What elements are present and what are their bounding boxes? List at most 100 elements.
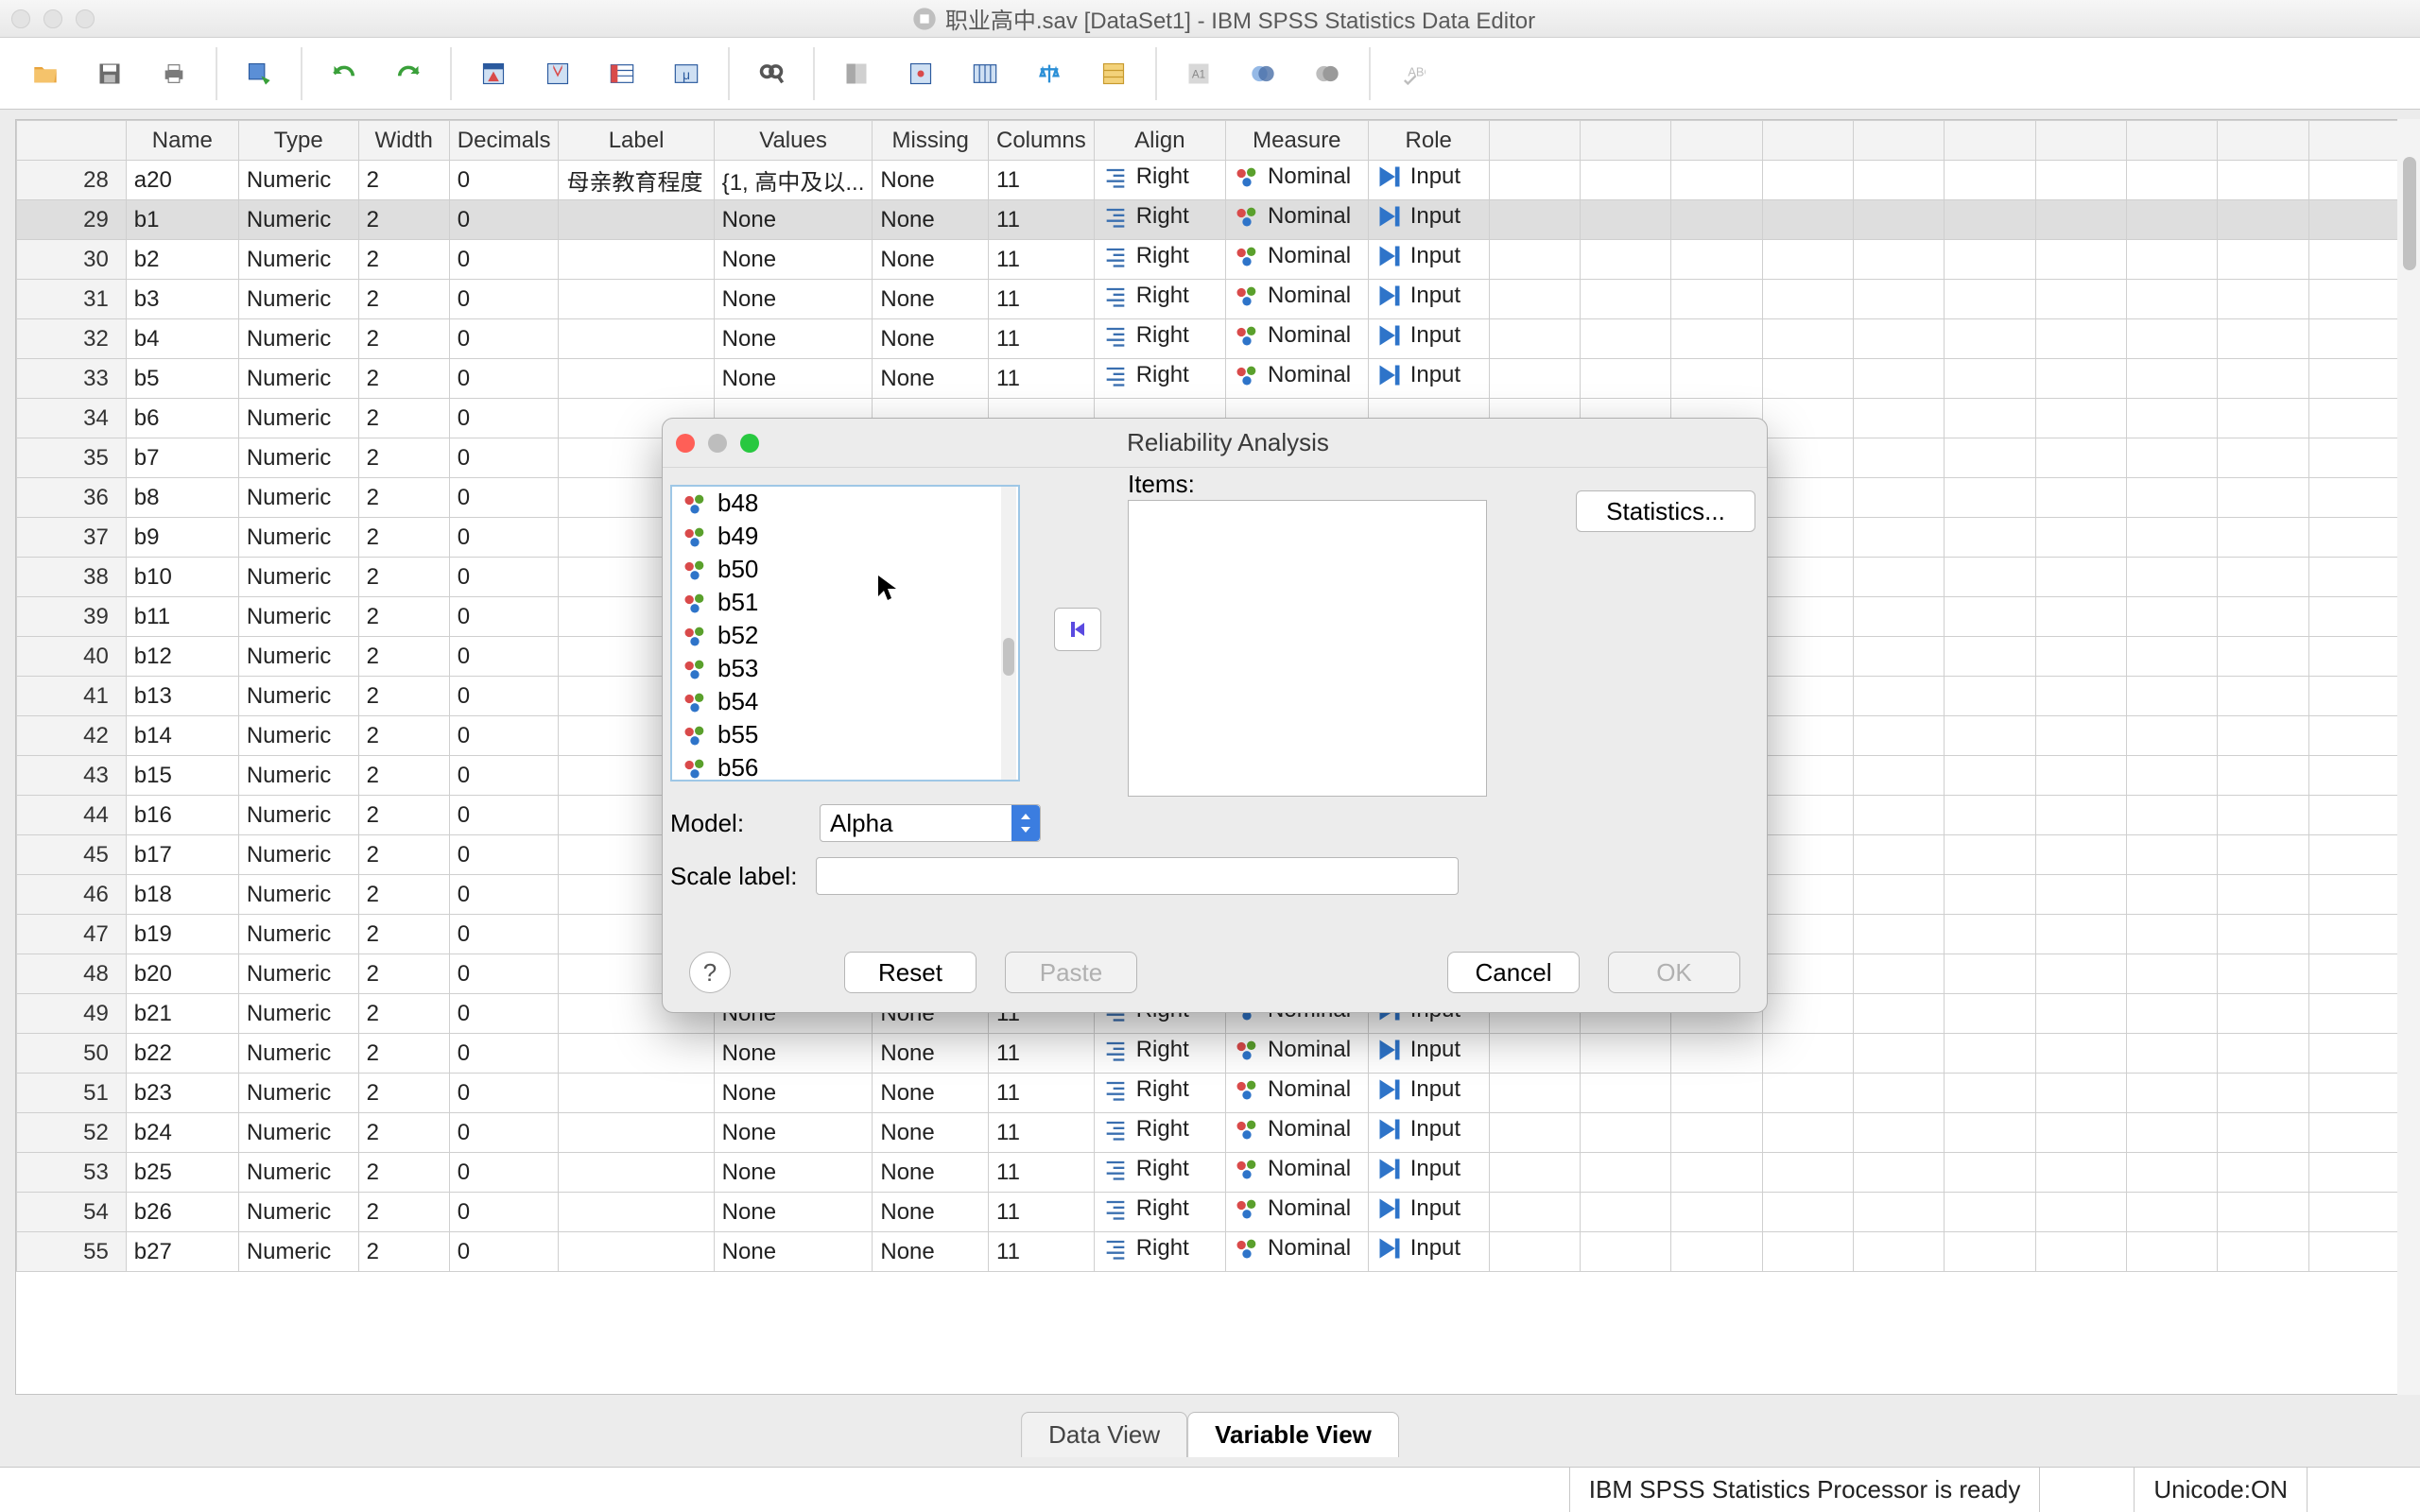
column-header[interactable]: Decimals [449, 121, 559, 161]
row-number[interactable]: 35 [17, 438, 127, 478]
list-item[interactable]: b55 [672, 718, 1018, 751]
row-number[interactable]: 30 [17, 240, 127, 280]
list-item[interactable]: b51 [672, 586, 1018, 619]
spellcheck-button[interactable]: ABC [1384, 47, 1441, 100]
row-number[interactable]: 38 [17, 558, 127, 597]
close-window-icon[interactable] [11, 9, 30, 28]
table-row[interactable]: 31b3Numeric20NoneNone11RightNominalInput [17, 280, 2400, 319]
cancel-button[interactable]: Cancel [1447, 952, 1580, 993]
column-header[interactable]: Label [559, 121, 714, 161]
variables-button[interactable] [594, 47, 650, 100]
help-button[interactable]: ? [689, 952, 731, 993]
column-header[interactable]: Measure [1226, 121, 1369, 161]
dialog-close-icon[interactable] [676, 434, 695, 453]
table-row[interactable]: 51b23Numeric20NoneNone11RightNominalInpu… [17, 1074, 2400, 1113]
row-number[interactable]: 36 [17, 478, 127, 518]
row-number[interactable]: 32 [17, 319, 127, 359]
row-number[interactable]: 31 [17, 280, 127, 319]
column-header[interactable]: Missing [873, 121, 989, 161]
column-header[interactable]: Values [714, 121, 873, 161]
row-number[interactable]: 48 [17, 954, 127, 994]
row-number[interactable]: 50 [17, 1034, 127, 1074]
row-number[interactable]: 52 [17, 1113, 127, 1153]
minimize-window-icon[interactable] [43, 9, 62, 28]
row-number[interactable]: 40 [17, 637, 127, 677]
find-button[interactable] [743, 47, 800, 100]
tab-data-view[interactable]: Data View [1021, 1412, 1187, 1457]
row-number[interactable]: 46 [17, 875, 127, 915]
vertical-scrollbar[interactable] [2397, 119, 2420, 1395]
column-header[interactable]: Role [1368, 121, 1489, 161]
dialog-minimize-icon[interactable] [708, 434, 727, 453]
row-number[interactable]: 53 [17, 1153, 127, 1193]
use-variable-sets-button[interactable]: A1 [1170, 47, 1227, 100]
scales-button[interactable] [1021, 47, 1078, 100]
table-row[interactable]: 52b24Numeric20NoneNone11RightNominalInpu… [17, 1113, 2400, 1153]
save-button[interactable] [81, 47, 138, 100]
row-number[interactable]: 39 [17, 597, 127, 637]
zoom-window-icon[interactable] [76, 9, 95, 28]
select-cases-button[interactable] [957, 47, 1013, 100]
open-file-button[interactable] [17, 47, 74, 100]
source-list-scrollbar[interactable] [1001, 487, 1016, 780]
items-list[interactable] [1128, 500, 1487, 797]
ok-button[interactable]: OK [1608, 952, 1740, 993]
column-header[interactable]: Name [126, 121, 238, 161]
goto-case-button[interactable] [465, 47, 522, 100]
column-header[interactable]: Width [358, 121, 449, 161]
row-number[interactable]: 45 [17, 835, 127, 875]
move-to-items-button[interactable] [1054, 608, 1101, 651]
column-header[interactable]: Columns [989, 121, 1095, 161]
table-row[interactable]: 30b2Numeric20NoneNone11RightNominalInput [17, 240, 2400, 280]
statistics-button[interactable]: Statistics... [1576, 490, 1755, 532]
table-row[interactable]: 33b5Numeric20NoneNone11RightNominalInput [17, 359, 2400, 399]
table-row[interactable]: 29b1Numeric20NoneNone11RightNominalInput [17, 200, 2400, 240]
row-number[interactable]: 49 [17, 994, 127, 1034]
list-item[interactable]: b50 [672, 553, 1018, 586]
split-file-button[interactable] [828, 47, 885, 100]
row-number[interactable]: 42 [17, 716, 127, 756]
print-button[interactable] [146, 47, 202, 100]
row-number[interactable]: 34 [17, 399, 127, 438]
run-descriptives-button[interactable]: μ [658, 47, 715, 100]
list-item[interactable]: b53 [672, 652, 1018, 685]
scrollbar-thumb[interactable] [2403, 157, 2416, 270]
show-all-variables-button[interactable] [1235, 47, 1291, 100]
dialog-zoom-icon[interactable] [740, 434, 759, 453]
tab-variable-view[interactable]: Variable View [1187, 1412, 1399, 1457]
list-item[interactable]: b48 [672, 487, 1018, 520]
scale-label-input[interactable] [816, 857, 1459, 895]
row-number[interactable]: 47 [17, 915, 127, 954]
table-row[interactable]: 32b4Numeric20NoneNone11RightNominalInput [17, 319, 2400, 359]
row-number[interactable]: 43 [17, 756, 127, 796]
row-number[interactable]: 41 [17, 677, 127, 716]
column-header[interactable]: Type [238, 121, 358, 161]
paste-button[interactable]: Paste [1005, 952, 1137, 993]
reset-button[interactable]: Reset [844, 952, 977, 993]
customize-toolbar-button[interactable] [1299, 47, 1356, 100]
row-number[interactable]: 51 [17, 1074, 127, 1113]
undo-button[interactable] [316, 47, 372, 100]
table-row[interactable]: 55b27Numeric20NoneNone11RightNominalInpu… [17, 1232, 2400, 1272]
table-row[interactable]: 54b26Numeric20NoneNone11RightNominalInpu… [17, 1193, 2400, 1232]
source-variable-list[interactable]: b48b49b50b51b52b53b54b55b56 [670, 485, 1020, 782]
list-item[interactable]: b52 [672, 619, 1018, 652]
table-row[interactable]: 53b25Numeric20NoneNone11RightNominalInpu… [17, 1153, 2400, 1193]
model-select[interactable]: Alpha [820, 804, 1041, 842]
row-number[interactable]: 28 [17, 161, 127, 200]
row-number[interactable]: 44 [17, 796, 127, 835]
row-number[interactable]: 29 [17, 200, 127, 240]
table-row[interactable]: 50b22Numeric20NoneNone11RightNominalInpu… [17, 1034, 2400, 1074]
table-row[interactable]: 28a20Numeric20母亲教育程度{1, 高中及以...None11Rig… [17, 161, 2400, 200]
row-number[interactable]: 37 [17, 518, 127, 558]
row-number[interactable]: 54 [17, 1193, 127, 1232]
weight-cases-button[interactable] [892, 47, 949, 100]
value-labels-button[interactable] [1085, 47, 1142, 100]
list-item[interactable]: b49 [672, 520, 1018, 553]
row-number[interactable]: 55 [17, 1232, 127, 1272]
goto-variable-button[interactable] [529, 47, 586, 100]
list-item[interactable]: b54 [672, 685, 1018, 718]
recall-dialog-button[interactable] [231, 47, 287, 100]
redo-button[interactable] [380, 47, 437, 100]
row-number[interactable]: 33 [17, 359, 127, 399]
